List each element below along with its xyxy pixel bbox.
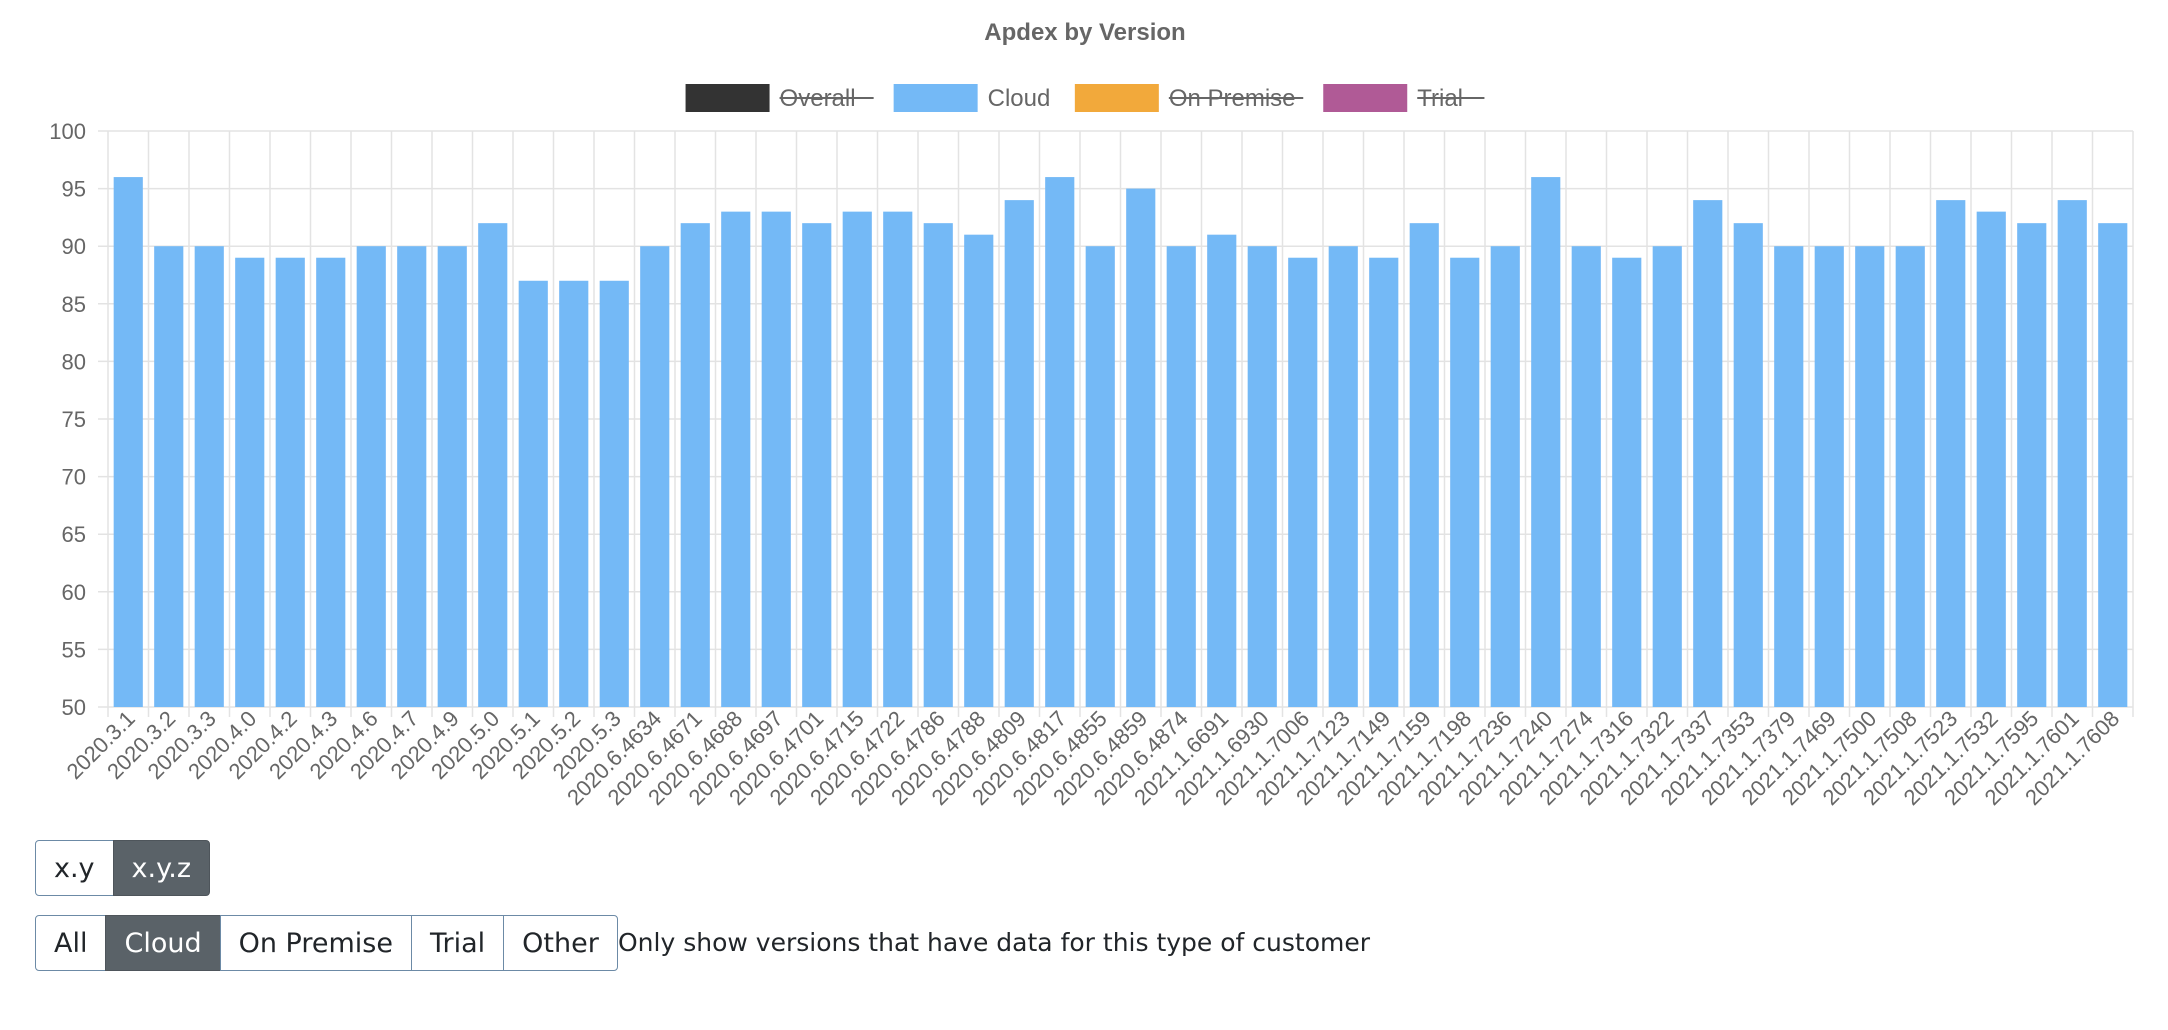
bar[interactable] — [1369, 257, 1399, 707]
filter-note: Only show versions that have data for th… — [618, 928, 1371, 957]
legend-item-overall[interactable]: Overall — [685, 84, 874, 112]
legend-label: Cloud — [988, 85, 1051, 112]
bar[interactable] — [964, 234, 994, 707]
bar[interactable] — [1531, 177, 1561, 707]
bar[interactable] — [1733, 223, 1763, 707]
bar[interactable] — [316, 257, 346, 707]
bar[interactable] — [235, 257, 265, 707]
granularity-x-y-z-button[interactable]: x.y.z — [112, 840, 210, 896]
bar[interactable] — [518, 280, 548, 707]
bar[interactable] — [802, 223, 832, 707]
bar[interactable] — [1004, 200, 1034, 707]
bar[interactable] — [1976, 211, 2006, 707]
legend-swatch — [1074, 84, 1159, 112]
version-granularity-toggle: x.y x.y.z — [35, 840, 210, 896]
y-tick-label: 60 — [62, 580, 86, 605]
chart-legend: Overall Cloud On Premise Trial — [685, 84, 1485, 112]
bar[interactable] — [1409, 223, 1439, 707]
customer-cloud-button[interactable]: Cloud — [105, 915, 221, 971]
bar[interactable] — [1288, 257, 1318, 707]
customer-trial-button[interactable]: Trial — [410, 915, 505, 971]
bar[interactable] — [761, 211, 791, 707]
bar[interactable] — [437, 246, 467, 707]
bar-series-cloud — [113, 177, 2128, 708]
y-tick-label: 50 — [62, 695, 86, 720]
bar[interactable] — [356, 246, 386, 707]
bar[interactable] — [1652, 246, 1682, 707]
bar[interactable] — [1450, 257, 1480, 707]
bar[interactable] — [2017, 223, 2047, 707]
bar[interactable] — [559, 280, 589, 707]
legend-swatch — [893, 84, 978, 112]
bar[interactable] — [1774, 246, 1804, 707]
y-tick-label: 65 — [62, 522, 86, 547]
legend-item-trial[interactable]: Trial — [1323, 84, 1485, 112]
x-axis-ticks: 2020.3.12020.3.22020.3.32020.4.02020.4.2… — [62, 706, 2125, 810]
granularity-x-y-button[interactable]: x.y — [35, 840, 114, 896]
bar[interactable] — [1936, 200, 1966, 707]
bar[interactable] — [1045, 177, 1075, 707]
bar[interactable] — [1490, 246, 1520, 707]
customer-on-premise-button[interactable]: On Premise — [219, 915, 412, 971]
bar[interactable] — [640, 246, 670, 707]
customer-other-button[interactable]: Other — [503, 915, 618, 971]
legend-swatch — [1323, 84, 1408, 112]
bar[interactable] — [680, 223, 710, 707]
bar[interactable] — [2057, 200, 2087, 707]
chart-title: Apdex by Version — [984, 19, 1185, 46]
y-tick-label: 70 — [62, 465, 86, 490]
bar[interactable] — [1855, 246, 1885, 707]
bar[interactable] — [154, 246, 184, 707]
y-tick-label: 100 — [49, 119, 86, 144]
y-tick-label: 90 — [62, 234, 86, 259]
bar[interactable] — [923, 223, 953, 707]
bar[interactable] — [1612, 257, 1642, 707]
bar[interactable] — [599, 280, 629, 707]
customer-all-button[interactable]: All — [35, 915, 107, 971]
bar[interactable] — [478, 223, 508, 707]
y-tick-label: 75 — [62, 407, 86, 432]
bar[interactable] — [275, 257, 305, 707]
bar[interactable] — [1693, 200, 1723, 707]
bar[interactable] — [113, 177, 143, 707]
bar[interactable] — [2098, 223, 2128, 707]
bar[interactable] — [721, 211, 751, 707]
bar[interactable] — [1247, 246, 1277, 707]
bar[interactable] — [842, 211, 872, 707]
bar[interactable] — [194, 246, 224, 707]
bar[interactable] — [397, 246, 427, 707]
y-tick-label: 80 — [62, 349, 86, 374]
bar[interactable] — [1166, 246, 1196, 707]
y-tick-label: 95 — [62, 177, 86, 202]
apdex-chart: Apdex by Version Overall Cloud On Premise T… — [49, 19, 2134, 810]
customer-type-filter: All Cloud On Premise Trial Other — [35, 915, 618, 971]
legend-item-on-premise[interactable]: On Premise — [1074, 84, 1304, 112]
bar[interactable] — [883, 211, 913, 707]
legend-item-cloud[interactable]: Cloud — [893, 84, 1051, 112]
bar[interactable] — [1126, 188, 1156, 708]
bar[interactable] — [1814, 246, 1844, 707]
bar[interactable] — [1207, 234, 1237, 707]
legend-swatch — [685, 84, 770, 112]
bar[interactable] — [1895, 246, 1925, 707]
bar[interactable] — [1328, 246, 1358, 707]
bar[interactable] — [1571, 246, 1601, 707]
bar[interactable] — [1085, 246, 1115, 707]
y-tick-label: 55 — [62, 637, 86, 662]
y-tick-label: 85 — [62, 292, 86, 317]
y-axis-ticks: 50 55 60 65 70 75 80 85 90 95 100 — [49, 119, 86, 720]
